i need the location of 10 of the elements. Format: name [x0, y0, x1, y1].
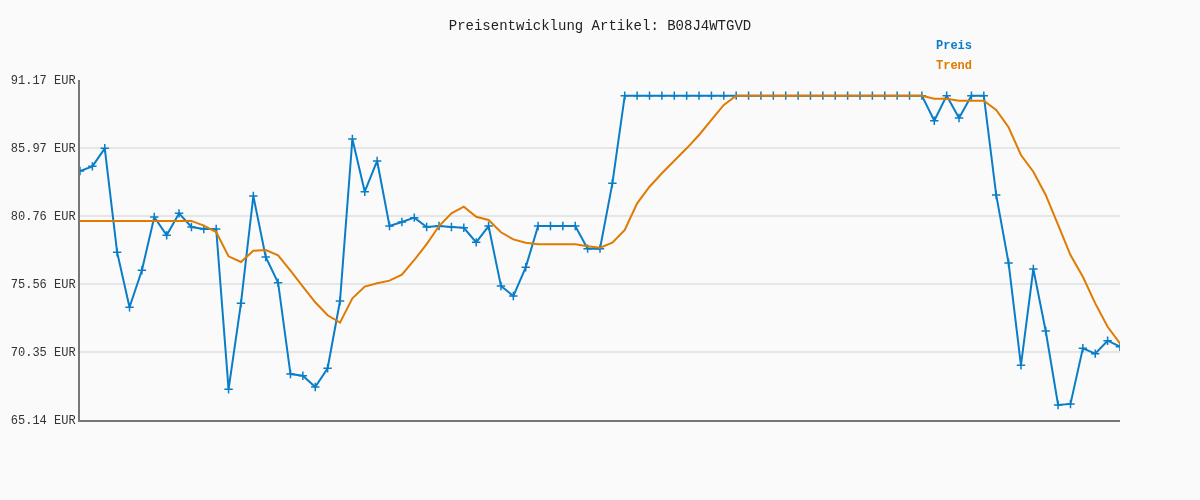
text: Trend — [936, 59, 973, 73]
y-tick-label: 75.56 EUR — [10, 278, 76, 293]
y-tick-label: 65.14 EUR — [10, 414, 76, 429]
y-tick-label: 70.35 EUR — [10, 346, 76, 361]
y-tick-label: 80.76 EUR — [10, 210, 76, 225]
line-series — [80, 94, 1120, 345]
y-tick-label: 85.97 EUR — [10, 142, 76, 157]
text: Preis — [936, 39, 973, 53]
y-tick-label: 91.17 EUR — [10, 74, 76, 89]
chart-title: Preisentwicklung Artikel: B08J4WTGVD — [448, 17, 752, 34]
